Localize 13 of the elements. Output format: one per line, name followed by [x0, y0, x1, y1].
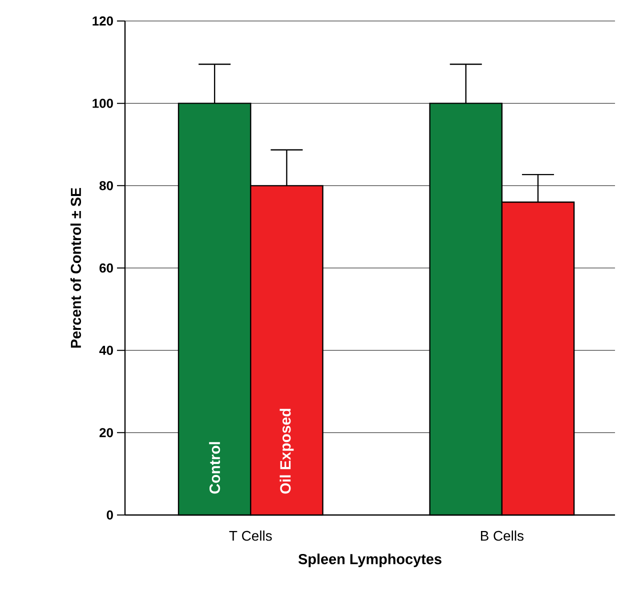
- y-tick-label: 40: [99, 346, 113, 355]
- y-tick-label: 100: [92, 98, 113, 108]
- x-tick-label: T Cells: [229, 530, 272, 541]
- series-label: Control: [209, 442, 220, 494]
- y-tick-label: 0: [106, 510, 113, 520]
- series-label: Oil Exposed: [280, 408, 294, 494]
- y-tick-label: 80: [99, 181, 113, 190]
- y-tick-label: 120: [92, 16, 113, 26]
- x-tick-label: B Cells: [480, 530, 524, 541]
- y-axis-title: Percent of Control ± SE: [70, 188, 82, 348]
- y-tick-label: 60: [100, 263, 113, 273]
- x-axis-title: Spleen Lymphocytes: [298, 554, 442, 568]
- y-tick-label: 20: [100, 428, 113, 438]
